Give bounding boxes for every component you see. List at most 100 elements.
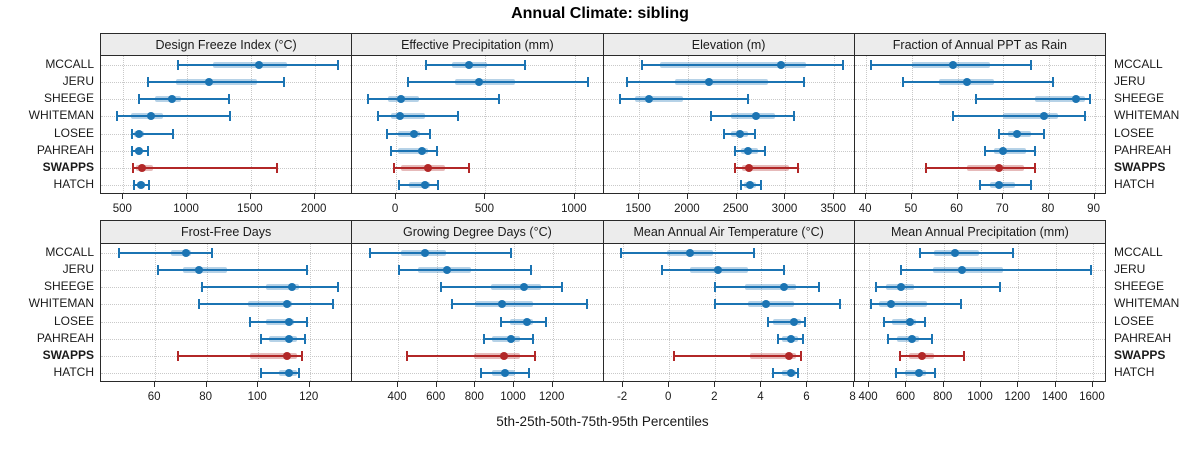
median-dot bbox=[287, 283, 296, 292]
range-line bbox=[952, 115, 1086, 118]
gridline-h bbox=[854, 133, 1105, 135]
site-label-left-hatch: HATCH bbox=[53, 177, 94, 192]
median-dot bbox=[787, 369, 796, 378]
median-dot bbox=[396, 95, 405, 104]
cap-p95 bbox=[1090, 264, 1093, 275]
axis-tick bbox=[735, 194, 737, 199]
cap-p5 bbox=[974, 94, 977, 105]
median-dot bbox=[713, 265, 722, 274]
cap-p5 bbox=[177, 59, 180, 70]
gridline-v bbox=[869, 244, 871, 381]
gridline-v bbox=[396, 56, 398, 193]
cap-p95 bbox=[783, 264, 786, 275]
gridline-v bbox=[715, 244, 717, 381]
axis-tick bbox=[122, 194, 124, 199]
cap-p95 bbox=[818, 282, 821, 293]
median-dot bbox=[789, 317, 798, 326]
axis-tick-label: -2 bbox=[616, 391, 628, 403]
gridline-v bbox=[807, 244, 809, 381]
median-dot bbox=[915, 369, 924, 378]
axis-tick-label: 0 bbox=[391, 203, 399, 215]
site-label-left-jeru: JERU bbox=[62, 73, 94, 88]
median-dot bbox=[443, 265, 452, 274]
gridline-v bbox=[623, 244, 625, 381]
panel-frost-free-days bbox=[100, 243, 353, 382]
cap-p95 bbox=[841, 59, 844, 70]
median-dot bbox=[762, 300, 770, 309]
site-label-left-mccall: MCCALL bbox=[45, 244, 94, 259]
axis-tick-label: 400 bbox=[387, 391, 407, 403]
median-dot bbox=[908, 334, 916, 343]
site-label-left-sheege: SHEEGE bbox=[43, 91, 94, 106]
site-label-right-sheege: SHEEGE bbox=[1114, 279, 1165, 294]
median-dot bbox=[138, 164, 147, 173]
cap-p5 bbox=[177, 351, 180, 362]
axis-tick bbox=[868, 382, 870, 387]
median-dot bbox=[409, 129, 418, 138]
axis-tick bbox=[714, 382, 716, 387]
iqr-band bbox=[879, 301, 927, 308]
range-line bbox=[157, 268, 308, 271]
cap-p95 bbox=[337, 282, 340, 293]
cap-p95 bbox=[336, 59, 339, 70]
median-dot bbox=[906, 317, 915, 326]
cap-p95 bbox=[797, 368, 800, 379]
cap-p95 bbox=[587, 76, 590, 87]
cap-p95 bbox=[759, 180, 762, 191]
cap-p5 bbox=[898, 351, 901, 362]
cap-p95 bbox=[301, 351, 303, 362]
cap-p95 bbox=[523, 59, 526, 70]
cap-p95 bbox=[586, 299, 589, 310]
axis-tick-label: 500 bbox=[474, 203, 495, 215]
cap-p5 bbox=[919, 247, 922, 258]
range-line bbox=[734, 167, 798, 170]
axis-tick bbox=[435, 382, 437, 387]
site-label-right-swapps: SWAPPS bbox=[1114, 160, 1166, 175]
axis-tick bbox=[1091, 382, 1093, 387]
cap-p5 bbox=[397, 180, 400, 191]
cap-p5 bbox=[369, 247, 372, 258]
axis-tick bbox=[513, 382, 515, 387]
median-dot bbox=[285, 369, 294, 378]
median-dot bbox=[896, 283, 905, 292]
iqr-band bbox=[674, 78, 769, 85]
axis-tick-label: 2000 bbox=[674, 203, 700, 215]
cap-p95 bbox=[210, 247, 213, 258]
cap-p5 bbox=[439, 282, 442, 293]
panel-strip-frost-free-days: Frost-Free Days bbox=[100, 220, 353, 244]
range-line bbox=[715, 286, 819, 289]
median-dot bbox=[787, 334, 796, 343]
gridline-h bbox=[352, 373, 603, 375]
median-dot bbox=[962, 77, 971, 86]
axis-tick bbox=[551, 382, 553, 387]
median-dot bbox=[751, 112, 760, 121]
cap-p95 bbox=[1034, 163, 1037, 174]
gridline-v bbox=[834, 56, 836, 193]
median-dot bbox=[994, 181, 1003, 190]
cap-p95 bbox=[147, 145, 150, 156]
axis-tick bbox=[760, 382, 762, 387]
axis-tick-label: 50 bbox=[904, 203, 918, 215]
panel-title: Mean Annual Air Temperature (°C) bbox=[633, 225, 824, 239]
cap-p5 bbox=[869, 59, 872, 70]
site-label-right-losee: LOSEE bbox=[1114, 313, 1155, 328]
panel-strip-mean-annual-air-temperature-c: Mean Annual Air Temperature (°C) bbox=[602, 220, 855, 244]
axis-tick bbox=[1002, 194, 1004, 199]
iqr-band bbox=[741, 165, 790, 172]
median-dot bbox=[421, 248, 430, 257]
median-dot bbox=[255, 60, 264, 69]
axis-tick-label: 1600 bbox=[1079, 391, 1105, 403]
median-dot bbox=[685, 248, 694, 257]
cap-p95 bbox=[227, 94, 230, 105]
site-label-right-swapps: SWAPPS bbox=[1114, 348, 1166, 363]
gridline-v bbox=[398, 244, 400, 381]
cap-p5 bbox=[979, 180, 982, 191]
cap-p5 bbox=[131, 163, 134, 174]
cap-p95 bbox=[796, 163, 799, 174]
iqr-band bbox=[747, 301, 794, 308]
range-line bbox=[619, 98, 748, 101]
panel-strip-growing-degree-days-c: Growing Degree Days (°C) bbox=[351, 220, 604, 244]
site-label-right-pahreah: PAHREAH bbox=[1114, 142, 1172, 157]
gridline-h bbox=[854, 356, 1105, 358]
panel-title: Elevation (m) bbox=[691, 37, 766, 52]
